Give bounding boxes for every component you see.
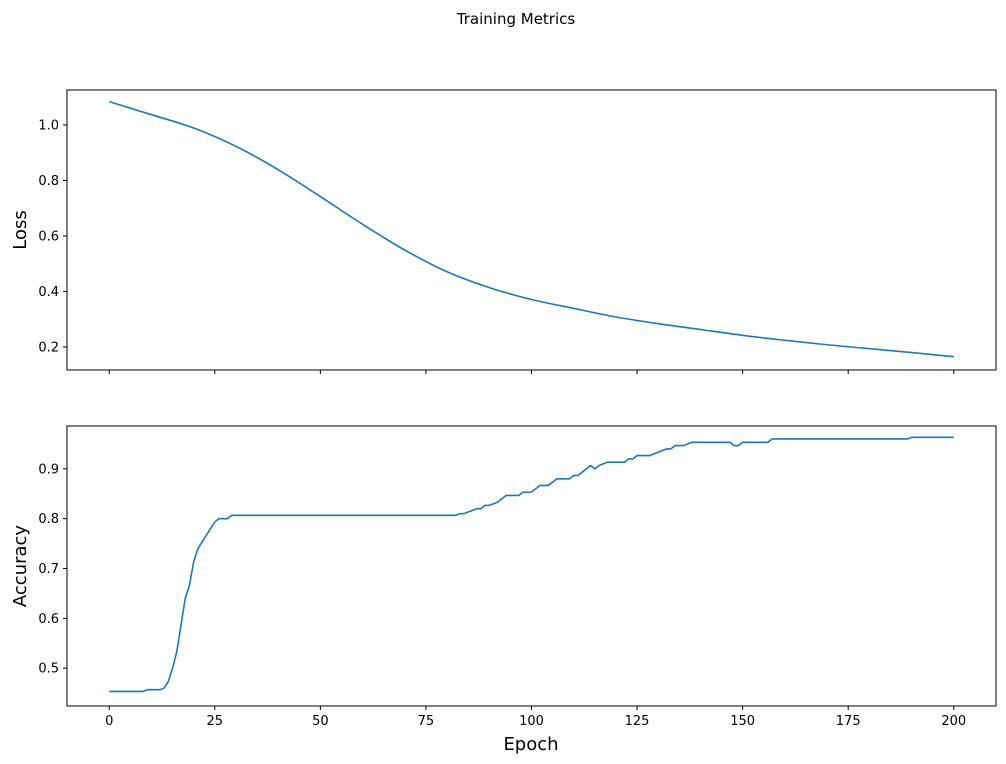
x-tick-label: 50 — [312, 714, 329, 729]
x-tick-label: 100 — [519, 714, 544, 729]
loss-line — [108, 100, 954, 358]
y-tick-label: 1.0 — [38, 118, 59, 133]
y-tick-label: 0.4 — [38, 285, 59, 300]
y-tick-label: 0.6 — [38, 612, 59, 627]
y-tick-label: 0.6 — [38, 229, 59, 244]
loss-y-axis-label: Loss — [10, 210, 31, 249]
y-tick-label: 0.8 — [38, 174, 59, 189]
x-tick-label: 125 — [625, 714, 650, 729]
loss-axes: 0.2 0.4 0.6 0.8 1.0 — [38, 89, 997, 374]
axes-frame — [66, 425, 997, 707]
y-tick-label: 0.5 — [38, 662, 59, 677]
y-tick-label: 0.7 — [38, 562, 59, 577]
x-tick-label: 75 — [418, 714, 435, 729]
accuracy-axes: 0 25 50 75 100 125 150 175 200 0.5 0.6 0.7 0.8 0.9 — [38, 425, 997, 729]
x-tick-label: 150 — [730, 714, 755, 729]
x-tick-label: 175 — [836, 714, 861, 729]
axes-frame — [66, 89, 997, 371]
x-tick-label: 0 — [105, 714, 113, 729]
accuracy-line — [109, 436, 954, 693]
y-tick-label: 0.2 — [38, 340, 59, 355]
x-tick-label: 200 — [941, 714, 966, 729]
figure-title: Training Metrics — [456, 10, 576, 28]
x-axis-label: Epoch — [503, 734, 558, 755]
y-tick-label: 0.9 — [38, 462, 59, 477]
x-tick-label: 25 — [207, 714, 224, 729]
accuracy-y-axis-label: Accuracy — [10, 525, 31, 608]
y-tick-label: 0.8 — [38, 512, 59, 527]
